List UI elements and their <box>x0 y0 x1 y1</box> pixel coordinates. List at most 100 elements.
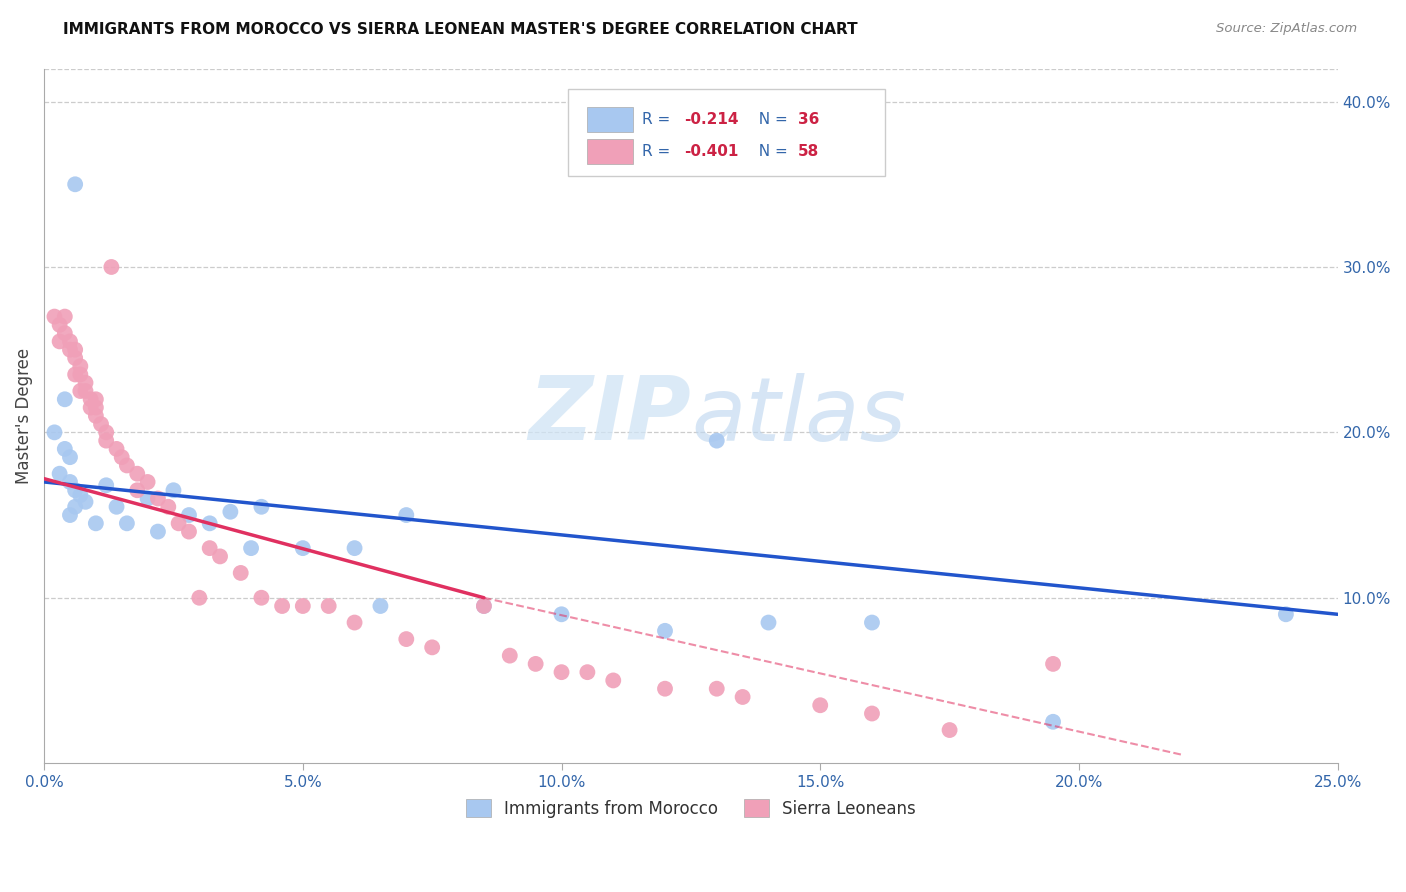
Point <box>48 467 70 481</box>
Point <box>395 632 418 646</box>
Point <box>59 343 82 357</box>
Point <box>69 488 91 502</box>
Point <box>167 516 190 531</box>
Legend: Immigrants from Morocco, Sierra Leoneans: Immigrants from Morocco, Sierra Leoneans <box>460 793 922 824</box>
Point <box>53 310 76 324</box>
Point <box>84 516 107 531</box>
Point <box>318 599 340 613</box>
Point <box>420 640 443 655</box>
Point <box>63 343 86 357</box>
Point <box>69 368 91 382</box>
Point <box>198 516 221 531</box>
Point <box>499 648 522 663</box>
FancyBboxPatch shape <box>588 107 633 132</box>
Text: atlas: atlas <box>690 373 905 458</box>
FancyBboxPatch shape <box>568 89 884 177</box>
Point <box>576 665 599 680</box>
Point <box>105 500 128 514</box>
Text: Source: ZipAtlas.com: Source: ZipAtlas.com <box>1216 22 1357 36</box>
Point <box>758 615 780 630</box>
Point <box>115 458 138 473</box>
Point <box>79 401 101 415</box>
Point <box>198 541 221 555</box>
Point <box>127 483 149 498</box>
Point <box>157 500 180 514</box>
Point <box>63 483 86 498</box>
Text: N =: N = <box>749 112 793 127</box>
Point <box>63 351 86 365</box>
Point <box>219 505 242 519</box>
Text: ZIP: ZIP <box>529 372 690 459</box>
Point <box>602 673 624 688</box>
Point <box>53 392 76 407</box>
Point <box>706 681 728 696</box>
Point <box>111 450 134 465</box>
Point <box>84 401 107 415</box>
Point <box>343 615 366 630</box>
Point <box>550 665 572 680</box>
Point <box>1042 657 1064 671</box>
Point <box>240 541 263 555</box>
Point <box>53 442 76 456</box>
Point <box>48 318 70 332</box>
Point <box>343 541 366 555</box>
Point <box>84 409 107 423</box>
Point <box>63 500 86 514</box>
Point <box>524 657 547 671</box>
Point <box>75 384 97 398</box>
FancyBboxPatch shape <box>588 139 633 164</box>
Point <box>90 417 112 431</box>
Point <box>654 624 676 638</box>
Point <box>59 475 82 489</box>
Point <box>162 483 184 498</box>
Point <box>250 591 273 605</box>
Point <box>100 260 122 274</box>
Point <box>271 599 294 613</box>
Point <box>188 591 211 605</box>
Point <box>654 681 676 696</box>
Point <box>177 508 200 522</box>
Point <box>136 491 159 506</box>
Point <box>96 478 118 492</box>
Point <box>75 495 97 509</box>
Point <box>96 434 118 448</box>
Text: -0.401: -0.401 <box>685 145 738 160</box>
Point <box>63 178 86 192</box>
Point <box>706 434 728 448</box>
Point <box>860 706 883 721</box>
Text: IMMIGRANTS FROM MOROCCO VS SIERRA LEONEAN MASTER'S DEGREE CORRELATION CHART: IMMIGRANTS FROM MOROCCO VS SIERRA LEONEA… <box>63 22 858 37</box>
Point <box>69 384 91 398</box>
Point <box>136 475 159 489</box>
Point <box>48 334 70 349</box>
Point <box>938 723 960 737</box>
Point <box>115 516 138 531</box>
Text: R =: R = <box>641 145 675 160</box>
Text: N =: N = <box>749 145 793 160</box>
Point <box>69 359 91 374</box>
Point <box>127 467 149 481</box>
Point <box>291 541 314 555</box>
Point <box>1042 714 1064 729</box>
Point <box>105 442 128 456</box>
Point <box>208 549 231 564</box>
Point <box>146 524 169 539</box>
Point <box>79 392 101 407</box>
Point <box>44 425 66 440</box>
Point <box>808 698 831 713</box>
Point <box>75 376 97 390</box>
Point <box>860 615 883 630</box>
Y-axis label: Master's Degree: Master's Degree <box>15 348 32 483</box>
Point <box>731 690 754 704</box>
Point <box>472 599 495 613</box>
Point <box>229 566 252 580</box>
Point <box>472 599 495 613</box>
Point <box>63 368 86 382</box>
Point <box>59 450 82 465</box>
Point <box>395 508 418 522</box>
Text: -0.214: -0.214 <box>685 112 740 127</box>
Point <box>59 508 82 522</box>
Point <box>291 599 314 613</box>
Text: R =: R = <box>641 112 675 127</box>
Point <box>177 524 200 539</box>
Text: 36: 36 <box>799 112 820 127</box>
